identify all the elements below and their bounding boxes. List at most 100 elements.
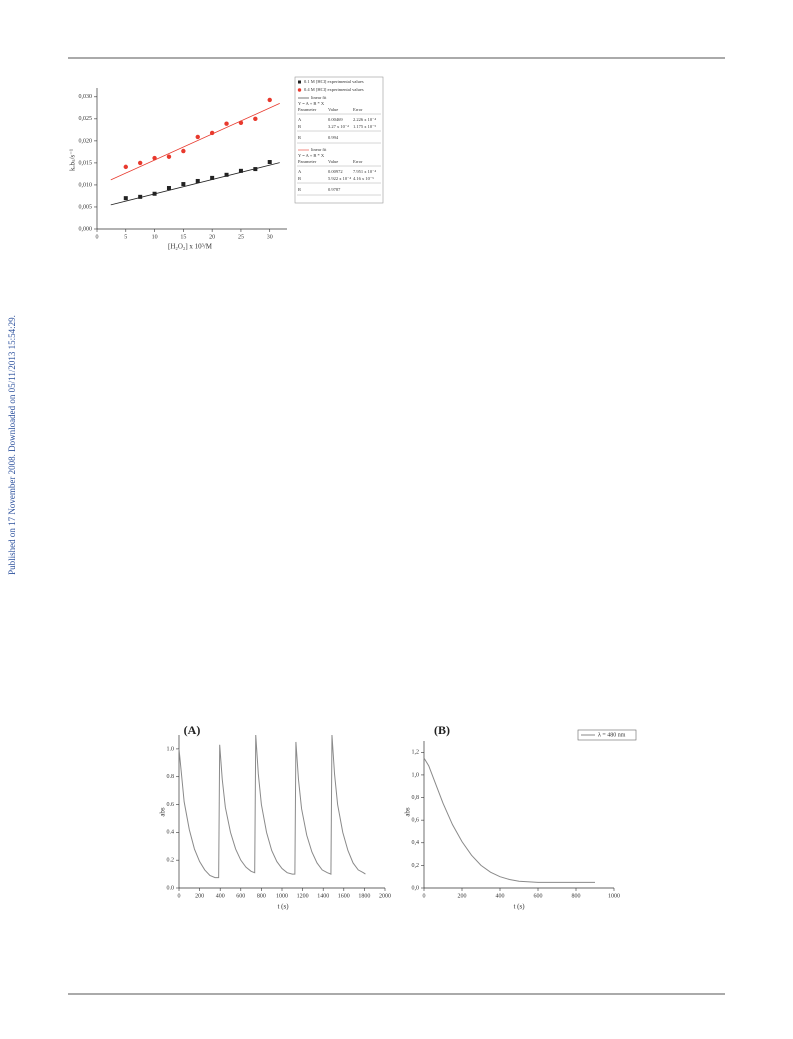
x-tick-label: 600 [236, 893, 245, 899]
y-tick-label: 0,4 [412, 840, 420, 846]
y-tick-label: 0,0 [412, 885, 420, 891]
y-axis-label: abs [159, 807, 167, 817]
legend-text: A [298, 117, 302, 122]
data-point [166, 186, 171, 191]
data-point [152, 155, 157, 161]
x-tick-label: 800 [572, 893, 581, 899]
legend-text: 2.226 x 10⁻⁴ [353, 117, 377, 122]
x-tick-label: 0 [178, 893, 181, 899]
x-tick-label: 2000 [379, 893, 391, 899]
y-tick-label: 0,005 [79, 204, 93, 210]
x-tick-label: 20 [209, 234, 215, 240]
legend-text: 0.00469 [328, 117, 343, 122]
x-tick-label: 1600 [338, 893, 350, 899]
panel-title: (B) [434, 723, 450, 737]
legend-text: Value [328, 159, 338, 164]
legend-text: 7.951 x 10⁻⁴ [353, 169, 377, 174]
legend-text: Parameter [298, 107, 317, 112]
y-tick-label: 0,6 [412, 818, 420, 824]
legend-text: 5.922 x 10⁻⁴ [328, 176, 352, 181]
fit-line [110, 102, 280, 181]
data-point [152, 191, 157, 196]
legend-text: R [298, 187, 301, 192]
data-point [138, 194, 143, 199]
x-tick-label: 30 [267, 234, 273, 240]
legend-text: linear fit [311, 95, 327, 100]
legend-text: B [298, 176, 301, 181]
data-point [137, 160, 143, 166]
x-tick-label: 0 [423, 893, 426, 899]
x-tick-label: 15 [180, 234, 186, 240]
legend-text: 3.27 x 10⁻⁴ [328, 124, 349, 129]
data-line [178, 734, 366, 879]
y-tick-label: 0,000 [79, 226, 93, 232]
legend-marker [298, 80, 301, 84]
legend-text: Error [353, 107, 363, 112]
legend-text: 0.1 M [HCl] experimental values [304, 79, 364, 84]
legend-text: 0.00972 [328, 169, 343, 174]
legend-text: 0.994 [328, 135, 339, 140]
legend-text: linear fit [311, 147, 327, 152]
y-tick-label: 0,030 [79, 94, 93, 100]
legend-marker [297, 88, 302, 92]
x-tick-label: 1200 [297, 893, 309, 899]
x-tick-label: 800 [257, 893, 266, 899]
data-point [224, 121, 229, 126]
x-axis-label: [H₂O₂] x 10³/M [168, 243, 213, 251]
legend-text: 0.9787 [328, 187, 341, 192]
legend-box [577, 729, 637, 741]
data-point [267, 160, 272, 165]
y-tick-label: 0.6 [167, 802, 175, 808]
legend-text: A [298, 169, 302, 174]
y-tick-label: 0.2 [167, 858, 175, 864]
y-axis-label: kₒbₛ/s⁻¹ [69, 149, 77, 171]
y-tick-label: 0,2 [412, 863, 420, 869]
data-point [166, 154, 172, 159]
x-tick-label: 200 [195, 893, 204, 899]
data-point [238, 120, 244, 126]
data-point [209, 130, 215, 136]
x-tick-label: 200 [458, 893, 467, 899]
panel-title: (A) [184, 723, 201, 737]
y-tick-label: 0,025 [79, 116, 93, 122]
legend-text: Value [328, 107, 338, 112]
legend-text: 4.16 x 10⁻⁵ [353, 176, 374, 181]
y-tick-label: 0.0 [167, 885, 175, 891]
data-point [210, 175, 215, 180]
data-point [238, 168, 243, 173]
x-tick-label: 400 [216, 893, 225, 899]
legend-text: Error [353, 159, 363, 164]
data-point [195, 134, 200, 140]
y-tick-label: 0.4 [167, 830, 175, 836]
x-axis-label: t (s) [513, 903, 525, 911]
data-point [267, 97, 272, 103]
x-tick-label: 1800 [358, 893, 370, 899]
y-tick-label: 1,2 [412, 750, 420, 756]
x-tick-label: 1000 [608, 893, 620, 899]
x-tick-label: 600 [534, 893, 543, 899]
download-note: Published on 17 November 2008. Downloade… [7, 315, 17, 575]
data-point [224, 172, 229, 177]
y-tick-label: 0,8 [412, 795, 420, 801]
x-tick-label: 25 [238, 234, 244, 240]
y-tick-label: 1,0 [412, 772, 420, 778]
legend-text: 1.175 x 10⁻⁵ [353, 124, 377, 129]
legend-text: B [298, 124, 301, 129]
x-tick-label: 400 [496, 893, 505, 899]
x-tick-label: 1000 [276, 893, 288, 899]
data-point [195, 178, 200, 183]
legend-text: R [298, 135, 301, 140]
legend-text: Parameter [298, 159, 317, 164]
x-axis-label: t (s) [277, 903, 289, 911]
y-tick-label: 0.8 [167, 774, 175, 780]
data-point [123, 164, 128, 170]
data-point [123, 196, 128, 201]
legend-text: λ = 480 nm [598, 732, 626, 738]
y-tick-label: 0,015 [79, 160, 93, 166]
x-tick-label: 5 [124, 234, 127, 240]
x-tick-label: 10 [152, 234, 158, 240]
legend-text: 0.4 M [HCl] experimental values [304, 87, 364, 92]
x-tick-label: 0 [96, 234, 99, 240]
